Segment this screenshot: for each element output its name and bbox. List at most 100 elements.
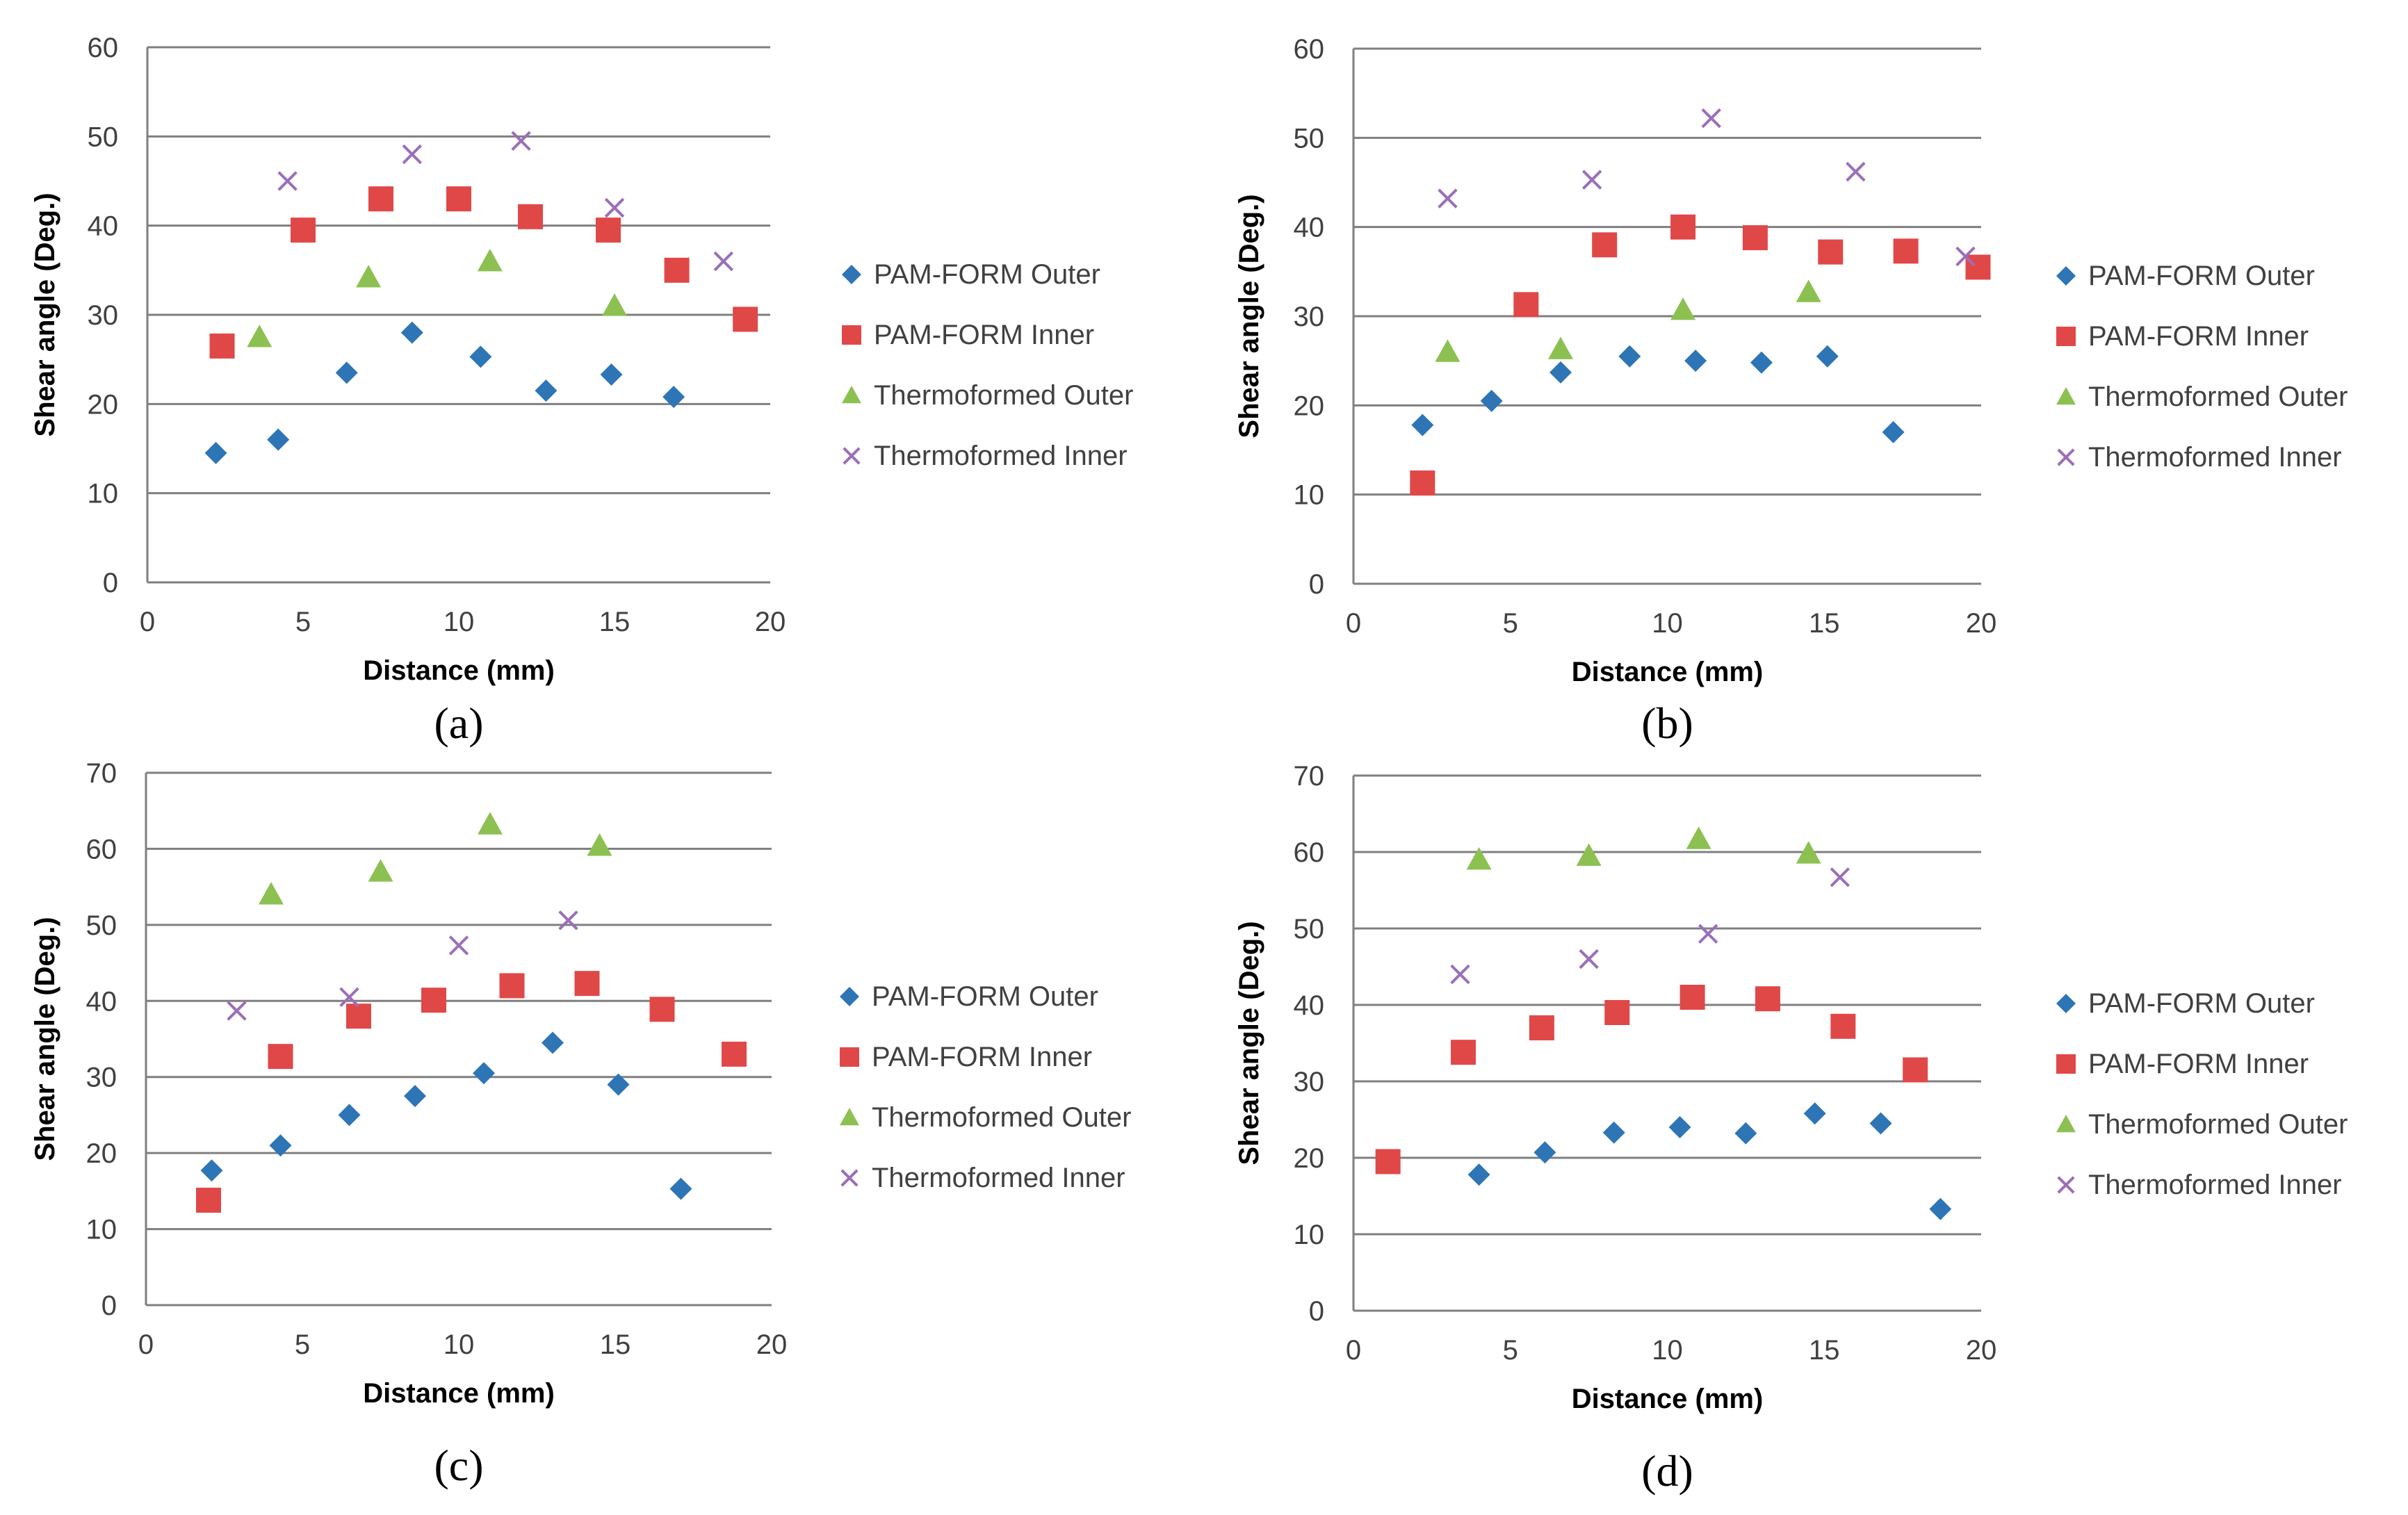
data-point xyxy=(200,1159,223,1182)
legend-item: Thermoformed Inner xyxy=(2057,442,2342,473)
data-point xyxy=(662,386,685,409)
data-point xyxy=(269,1134,292,1157)
data-point xyxy=(558,910,578,931)
data-point xyxy=(1698,924,1718,944)
panel-label: (d) xyxy=(1641,1446,1693,1496)
data-point xyxy=(574,971,600,997)
legend-marker-square xyxy=(2056,327,2076,346)
data-point xyxy=(535,379,558,402)
data-point xyxy=(1451,1040,1476,1065)
data-point xyxy=(1796,841,1821,864)
data-point xyxy=(1513,292,1539,318)
data-point xyxy=(1438,188,1458,208)
data-point xyxy=(1830,1013,1856,1039)
data-point xyxy=(1755,986,1780,1012)
data-point xyxy=(1534,1141,1556,1164)
legend-marker-square xyxy=(842,325,861,345)
data-point xyxy=(664,257,690,283)
data-point xyxy=(1734,1122,1757,1145)
y-axis-title: Shear angle (Deg.) xyxy=(1234,194,1264,438)
data-point xyxy=(421,988,446,1013)
data-point xyxy=(473,1062,495,1085)
legend-item: Thermoformed Inner xyxy=(843,441,1128,471)
data-point xyxy=(1592,232,1618,258)
data-point xyxy=(268,1044,293,1070)
data-point xyxy=(196,1187,221,1213)
data-point xyxy=(209,333,235,359)
series-pam-form-outer xyxy=(1411,345,1905,443)
data-point xyxy=(518,204,544,229)
legend-marker-diamond xyxy=(842,265,861,284)
data-point xyxy=(1686,826,1711,849)
x-tick-label: 0 xyxy=(1346,1335,1361,1366)
y-tick-label: 60 xyxy=(1294,837,1325,868)
legend-marker-x xyxy=(2057,1176,2075,1194)
legend-item: Thermoformed Outer xyxy=(840,1102,1131,1133)
data-point xyxy=(1467,1163,1490,1186)
legend-marker-square xyxy=(840,1047,859,1067)
series-pam-form-outer xyxy=(204,321,685,464)
series-thermoformed-inner xyxy=(277,131,734,272)
legend-marker-square xyxy=(2056,1054,2076,1074)
y-tick-label: 20 xyxy=(88,389,119,420)
y-axis-title: Shear angle (Deg.) xyxy=(1234,921,1264,1165)
legend-marker-diamond xyxy=(2056,994,2076,1013)
chart-svg: 0 10 20 30 40 50 60 70 0 5 10 15 20 Distance (mm) Shea… xyxy=(1234,761,2348,1496)
x-tick-label: 5 xyxy=(1503,1335,1518,1366)
series-thermoformed-outer xyxy=(259,812,612,905)
data-point xyxy=(542,1031,564,1054)
series-pam-form-inner xyxy=(196,971,747,1213)
legend-item: PAM-FORM Inner xyxy=(842,320,1094,350)
y-tick-label: 20 xyxy=(1294,391,1325,421)
series-pam-form-inner xyxy=(1410,214,1991,496)
x-tick-label: 10 xyxy=(444,1329,475,1360)
y-axis-title: Shear angle (Deg.) xyxy=(30,193,60,436)
series-pam-form-inner xyxy=(209,186,758,359)
data-point xyxy=(733,306,758,332)
data-point xyxy=(499,973,525,999)
data-point xyxy=(247,325,272,347)
data-point xyxy=(1435,339,1461,362)
x-tick-label: 15 xyxy=(600,1329,631,1360)
y-tick-label: 60 xyxy=(86,834,117,865)
x-axis-title: Distance (mm) xyxy=(363,655,555,686)
legend-item: PAM-FORM Outer xyxy=(2056,988,2315,1019)
y-tick-label: 0 xyxy=(103,568,118,598)
legend-marker-triangle xyxy=(2056,1115,2076,1133)
data-point xyxy=(267,428,290,451)
legend-label: PAM-FORM Inner xyxy=(874,320,1094,350)
data-point xyxy=(1684,350,1707,372)
y-tick-label: 0 xyxy=(1309,569,1324,600)
data-point xyxy=(1846,161,1866,182)
data-point xyxy=(1576,843,1602,866)
legend-marker-diamond xyxy=(840,987,859,1006)
x-tick-label: 10 xyxy=(444,607,475,637)
x-tick-label: 5 xyxy=(295,1329,310,1360)
data-point xyxy=(277,171,298,191)
data-point xyxy=(402,144,423,165)
data-point xyxy=(338,1104,361,1127)
x-tick-label: 10 xyxy=(1652,1335,1683,1366)
data-point xyxy=(1529,1015,1554,1040)
legend-item: Thermoformed Inner xyxy=(840,1163,1125,1193)
legend-marker-x xyxy=(2057,448,2075,466)
legend-label: Thermoformed Outer xyxy=(2088,382,2348,412)
series-thermoformed-outer xyxy=(1466,826,1821,870)
data-point xyxy=(1618,345,1641,368)
legend-label: PAM-FORM Inner xyxy=(2088,321,2309,352)
data-point xyxy=(1929,1197,1952,1220)
chart-panel-c: 0 10 20 30 40 50 60 70 0 5 10 15 20 Distance (mm) Shea… xyxy=(0,758,1204,1515)
y-tick-label: 50 xyxy=(86,910,117,941)
data-point xyxy=(602,293,627,316)
chart-svg: 0 10 20 30 40 50 60 70 0 5 10 15 20 Distance (mm) Shea… xyxy=(30,758,1131,1490)
data-point xyxy=(368,859,393,882)
x-tick-label: 15 xyxy=(599,607,631,637)
data-point xyxy=(1701,108,1721,129)
series-pam-form-outer xyxy=(1467,1102,1952,1220)
legend-item: PAM-FORM Outer xyxy=(840,981,1098,1012)
data-point xyxy=(1410,470,1435,496)
panel-label: (a) xyxy=(434,698,483,748)
legend-marker-triangle xyxy=(840,1108,859,1126)
data-point xyxy=(1679,985,1705,1010)
series-thermoformed-outer xyxy=(247,249,627,347)
